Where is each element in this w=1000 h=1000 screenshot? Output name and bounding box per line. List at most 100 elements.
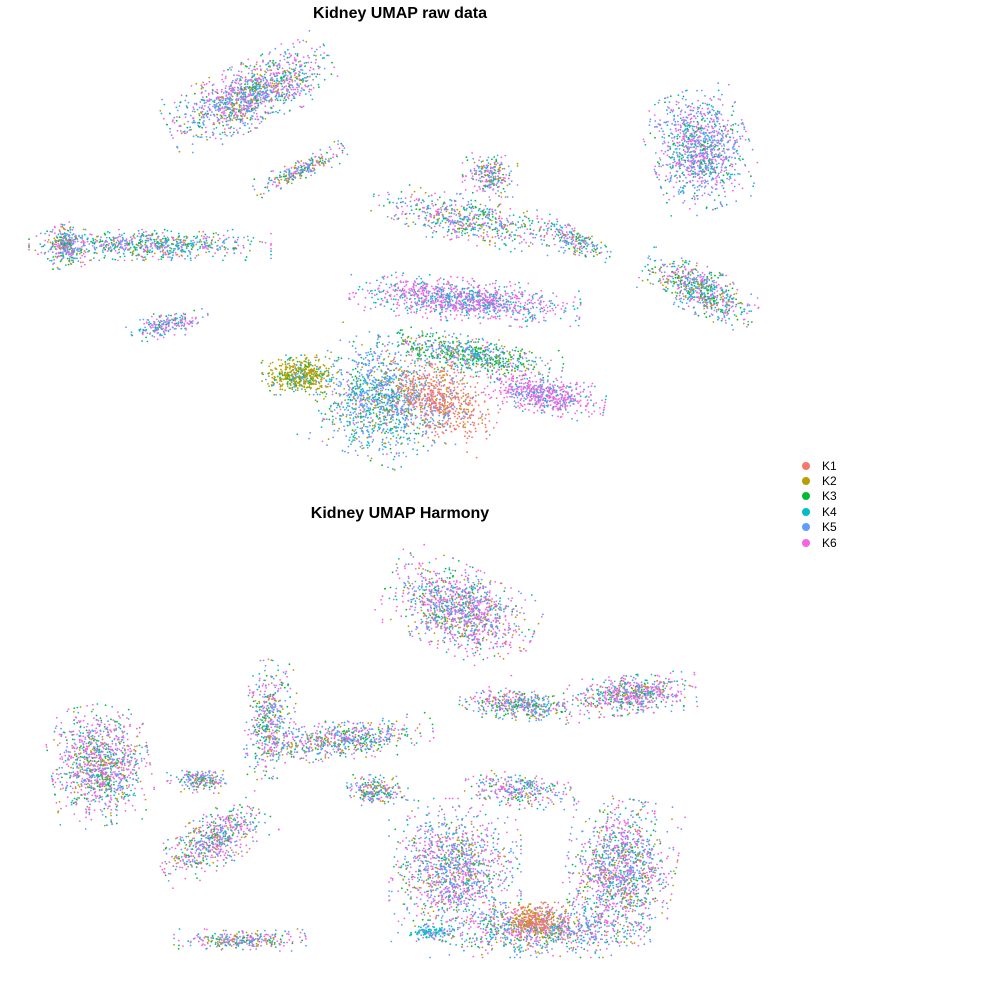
umap-point	[172, 249, 175, 252]
umap-point	[654, 120, 657, 122]
umap-point	[503, 305, 506, 308]
umap-point	[242, 133, 245, 136]
umap-point	[660, 149, 663, 152]
umap-point	[708, 163, 711, 165]
umap-point	[63, 249, 65, 252]
umap-point	[662, 130, 664, 133]
umap-point	[28, 244, 30, 247]
umap-point	[468, 295, 471, 298]
umap-point	[284, 53, 287, 55]
umap-point	[202, 230, 205, 233]
umap-point	[499, 303, 502, 306]
umap-point	[273, 88, 275, 90]
umap-point	[707, 164, 710, 167]
umap-point	[518, 310, 521, 312]
umap-point	[693, 197, 696, 199]
umap-point	[196, 108, 199, 111]
umap-point	[191, 143, 194, 146]
umap-point	[723, 182, 725, 184]
umap-point	[745, 130, 747, 133]
umap-point	[726, 133, 729, 136]
umap-point	[61, 224, 64, 226]
umap-point	[257, 87, 260, 90]
umap-point	[264, 94, 267, 97]
umap-point	[60, 242, 63, 245]
umap-point	[747, 138, 750, 141]
umap-point	[727, 172, 730, 175]
umap-point	[259, 68, 262, 70]
umap-point	[74, 247, 77, 249]
umap-point	[140, 236, 142, 239]
umap-point	[224, 102, 227, 105]
umap-point	[223, 107, 225, 110]
umap-point	[221, 101, 224, 104]
umap-point	[240, 71, 243, 73]
umap-point	[290, 75, 293, 78]
umap-point	[682, 133, 685, 135]
umap-point	[303, 77, 306, 79]
umap-point	[47, 239, 50, 241]
umap-point	[240, 82, 243, 85]
umap-point	[128, 240, 131, 242]
umap-point	[436, 296, 439, 299]
umap-point	[721, 139, 724, 142]
umap-point	[713, 135, 716, 137]
umap-point	[357, 303, 360, 306]
umap-point	[83, 233, 86, 236]
umap-point	[686, 125, 689, 127]
umap-point	[319, 54, 322, 56]
umap-point	[566, 302, 568, 305]
umap-point	[75, 253, 78, 256]
umap-point	[695, 276, 698, 279]
umap-point	[274, 87, 276, 89]
umap-point	[669, 163, 671, 166]
umap-point	[118, 242, 121, 245]
umap-point	[447, 306, 449, 308]
umap-point	[257, 104, 259, 107]
umap-point	[664, 121, 667, 124]
umap-point	[160, 255, 163, 258]
umap-point	[530, 299, 533, 302]
umap-point	[698, 153, 700, 156]
umap-point	[463, 291, 465, 294]
umap-point	[395, 315, 397, 317]
umap-point	[721, 274, 724, 277]
umap-point	[679, 167, 681, 170]
umap-point	[253, 112, 256, 114]
umap-point	[715, 179, 718, 182]
umap-point	[248, 107, 250, 110]
umap-point	[175, 106, 178, 109]
umap-point	[308, 69, 311, 72]
umap-point	[705, 305, 707, 307]
umap-point	[50, 259, 53, 262]
umap-point	[234, 247, 237, 250]
umap-point	[492, 302, 495, 304]
umap-point	[124, 242, 126, 245]
umap-point	[233, 104, 236, 107]
umap-point	[466, 296, 468, 299]
umap-point	[436, 300, 439, 303]
umap-point	[682, 171, 684, 174]
umap-point	[208, 99, 211, 102]
umap-point	[727, 159, 730, 162]
umap-point	[706, 140, 709, 143]
umap-point	[299, 65, 302, 68]
umap-point	[174, 251, 177, 254]
umap-point	[292, 68, 295, 71]
umap-point	[668, 198, 670, 201]
umap-point	[249, 99, 252, 102]
umap-point	[72, 253, 74, 256]
umap-point	[534, 292, 537, 295]
umap-point	[718, 122, 721, 125]
umap-point	[699, 276, 702, 278]
umap-point	[697, 122, 700, 124]
umap-point	[180, 249, 182, 252]
umap-point	[701, 275, 703, 278]
umap-point	[673, 156, 675, 159]
umap-point	[677, 94, 680, 97]
umap-point	[405, 301, 408, 304]
umap-point	[486, 306, 489, 309]
umap-point	[215, 98, 218, 100]
umap-point	[270, 232, 272, 235]
umap-point	[715, 310, 718, 313]
